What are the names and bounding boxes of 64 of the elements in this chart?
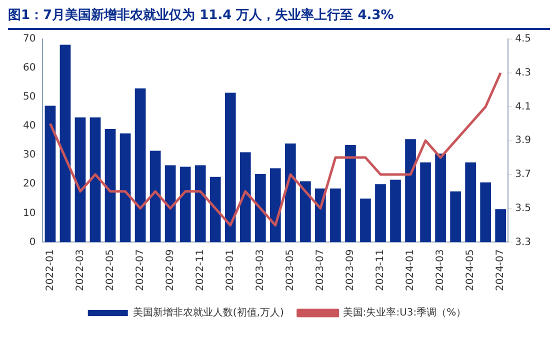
bar bbox=[90, 117, 101, 242]
bar bbox=[300, 181, 311, 242]
y-tick-label: 60 bbox=[22, 62, 36, 74]
y-tick-label: 30 bbox=[22, 150, 36, 161]
y-tick-label: 40 bbox=[22, 120, 36, 132]
x-tick-label: 2023-01 bbox=[224, 249, 236, 292]
bar bbox=[405, 139, 416, 242]
bar bbox=[224, 92, 236, 242]
y-tick-label: 10 bbox=[22, 208, 36, 219]
chart-title: 图1：7月美国新增非农就业仅为 11.4 万人，失业率上行至 4.3% bbox=[8, 6, 550, 30]
y2-tick-label: 3.5 bbox=[515, 202, 532, 214]
bar bbox=[150, 150, 161, 242]
x-tick-label: 2022-07 bbox=[134, 249, 146, 292]
x-tick-label: 2023-09 bbox=[345, 249, 356, 292]
bar bbox=[120, 133, 131, 242]
bar bbox=[435, 154, 446, 242]
legend-label: 美国:失业率:U3:季调（%） bbox=[342, 306, 466, 319]
bar bbox=[254, 174, 266, 242]
bar bbox=[194, 165, 206, 242]
x-tick-label: 2024-03 bbox=[435, 249, 446, 292]
bar bbox=[60, 44, 71, 242]
bar bbox=[44, 106, 56, 242]
bar bbox=[465, 162, 476, 242]
y-tick-label: 20 bbox=[22, 178, 36, 190]
x-tick-label: 2022-01 bbox=[44, 249, 56, 292]
bar bbox=[345, 144, 356, 242]
y-tick-label: 50 bbox=[22, 92, 36, 103]
y2-tick-label: 4.5 bbox=[515, 34, 532, 45]
x-tick-label: 2024-01 bbox=[405, 249, 416, 292]
y2-tick-label: 3.9 bbox=[515, 135, 532, 146]
bar bbox=[495, 209, 506, 242]
bar bbox=[420, 162, 431, 242]
bar bbox=[270, 168, 281, 242]
bar bbox=[74, 117, 86, 242]
bar bbox=[390, 180, 401, 242]
y2-tick-label: 4.1 bbox=[515, 101, 532, 112]
y2-tick-label: 3.7 bbox=[515, 169, 532, 180]
bar bbox=[330, 188, 341, 242]
x-tick-label: 2024-07 bbox=[495, 249, 506, 292]
y-tick-label: 0 bbox=[29, 236, 36, 248]
bar bbox=[180, 166, 191, 242]
bar bbox=[240, 152, 251, 242]
x-tick-label: 2022-03 bbox=[74, 249, 86, 292]
bar bbox=[375, 184, 386, 242]
bar bbox=[134, 88, 146, 242]
x-tick-label: 2023-11 bbox=[375, 249, 386, 292]
bar bbox=[210, 176, 221, 242]
bar bbox=[450, 191, 461, 242]
legend-label: 美国新增非农就业人数(初值,万人) bbox=[132, 306, 284, 319]
bar bbox=[285, 144, 296, 242]
bar bbox=[360, 198, 371, 242]
x-tick-label: 2023-07 bbox=[315, 249, 326, 292]
x-tick-label: 2024-05 bbox=[465, 249, 476, 292]
x-tick-label: 2023-03 bbox=[254, 249, 266, 292]
bar bbox=[164, 165, 176, 242]
bar bbox=[104, 128, 116, 242]
y2-tick-label: 3.3 bbox=[515, 236, 532, 248]
x-tick-label: 2022-11 bbox=[194, 249, 206, 292]
y2-tick-label: 4.3 bbox=[515, 67, 532, 78]
x-tick-label: 2022-05 bbox=[104, 249, 116, 292]
bar bbox=[480, 182, 491, 242]
x-tick-label: 2023-05 bbox=[285, 249, 296, 292]
x-tick-label: 2022-09 bbox=[164, 249, 176, 292]
y-tick-label: 70 bbox=[22, 34, 36, 45]
